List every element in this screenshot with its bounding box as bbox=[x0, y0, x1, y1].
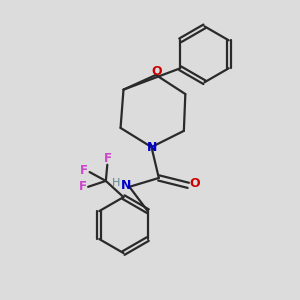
Text: F: F bbox=[80, 164, 88, 177]
Text: N: N bbox=[147, 141, 157, 154]
Text: F: F bbox=[104, 152, 112, 165]
Text: O: O bbox=[189, 177, 200, 190]
Text: F: F bbox=[79, 180, 87, 193]
Text: N: N bbox=[121, 179, 132, 192]
Text: H: H bbox=[112, 178, 120, 188]
Text: O: O bbox=[151, 65, 162, 78]
